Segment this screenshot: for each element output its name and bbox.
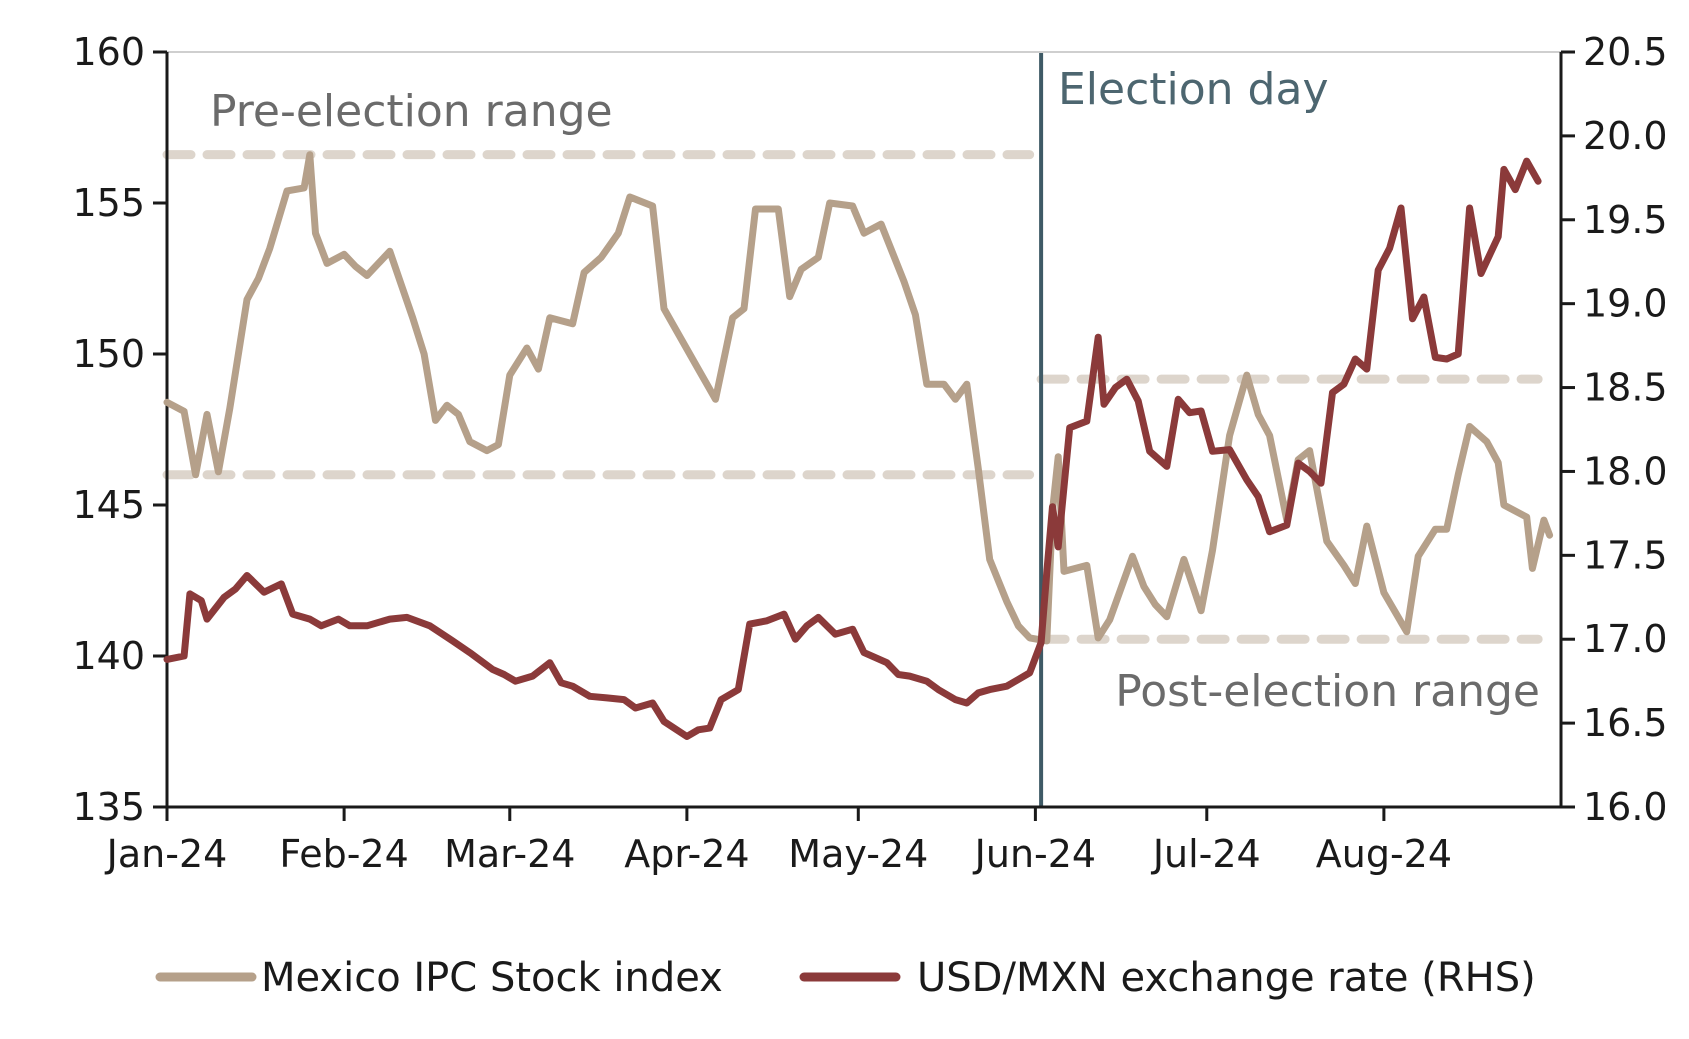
left-tick-label: 145: [72, 483, 145, 527]
x-tick-label: Feb-24: [279, 832, 408, 876]
x-tick-label: Apr-24: [624, 832, 749, 876]
legend: Mexico IPC Stock index USD/MXN exchange …: [155, 955, 1536, 1001]
post-election-range-label: Post-election range: [1115, 666, 1540, 717]
election-day-label: Election day: [1058, 64, 1329, 115]
right-tick-label: 19.5: [1583, 198, 1668, 242]
legend-label-ipc: Mexico IPC Stock index: [261, 955, 723, 1001]
pre-election-range-label: Pre-election range: [210, 86, 613, 137]
left-tick-label: 140: [72, 634, 145, 678]
right-tick-label: 17.5: [1583, 533, 1668, 577]
x-tick-label: Jul-24: [1151, 832, 1261, 876]
series-lines: [163, 151, 1554, 740]
x-tick-label: Mar-24: [444, 832, 575, 876]
ipc-stock-index-line: [163, 151, 1554, 645]
x-tick-label: Jan-24: [105, 832, 228, 876]
x-tick-label: Jun-24: [973, 832, 1096, 876]
left-tick-label: 150: [72, 332, 145, 376]
right-tick-label: 17.0: [1583, 617, 1668, 661]
annotations: Pre-election range Election day Post-ele…: [210, 64, 1540, 717]
left-tick-label: 155: [72, 181, 145, 225]
right-tick-label: 16.0: [1583, 785, 1668, 829]
left-tick-label: 160: [72, 30, 145, 74]
right-tick-label: 19.0: [1583, 282, 1668, 326]
right-tick-label: 18.5: [1583, 366, 1668, 410]
x-tick-label: May-24: [788, 832, 928, 876]
legend-label-usdmxn: USD/MXN exchange rate (RHS): [917, 955, 1536, 1001]
right-tick-label: 16.5: [1583, 701, 1668, 745]
left-tick-label: 135: [72, 785, 145, 829]
usdmxn-rate-line: [163, 157, 1542, 740]
right-tick-label: 20.0: [1583, 114, 1668, 158]
x-tick-label: Aug-24: [1316, 832, 1452, 876]
axes: 135 140 145 150 155 160 16.0 16.5 17.0 17.5 18.0 18…: [72, 30, 1667, 876]
right-tick-label: 18.0: [1583, 449, 1668, 493]
right-tick-label: 20.5: [1583, 30, 1668, 74]
